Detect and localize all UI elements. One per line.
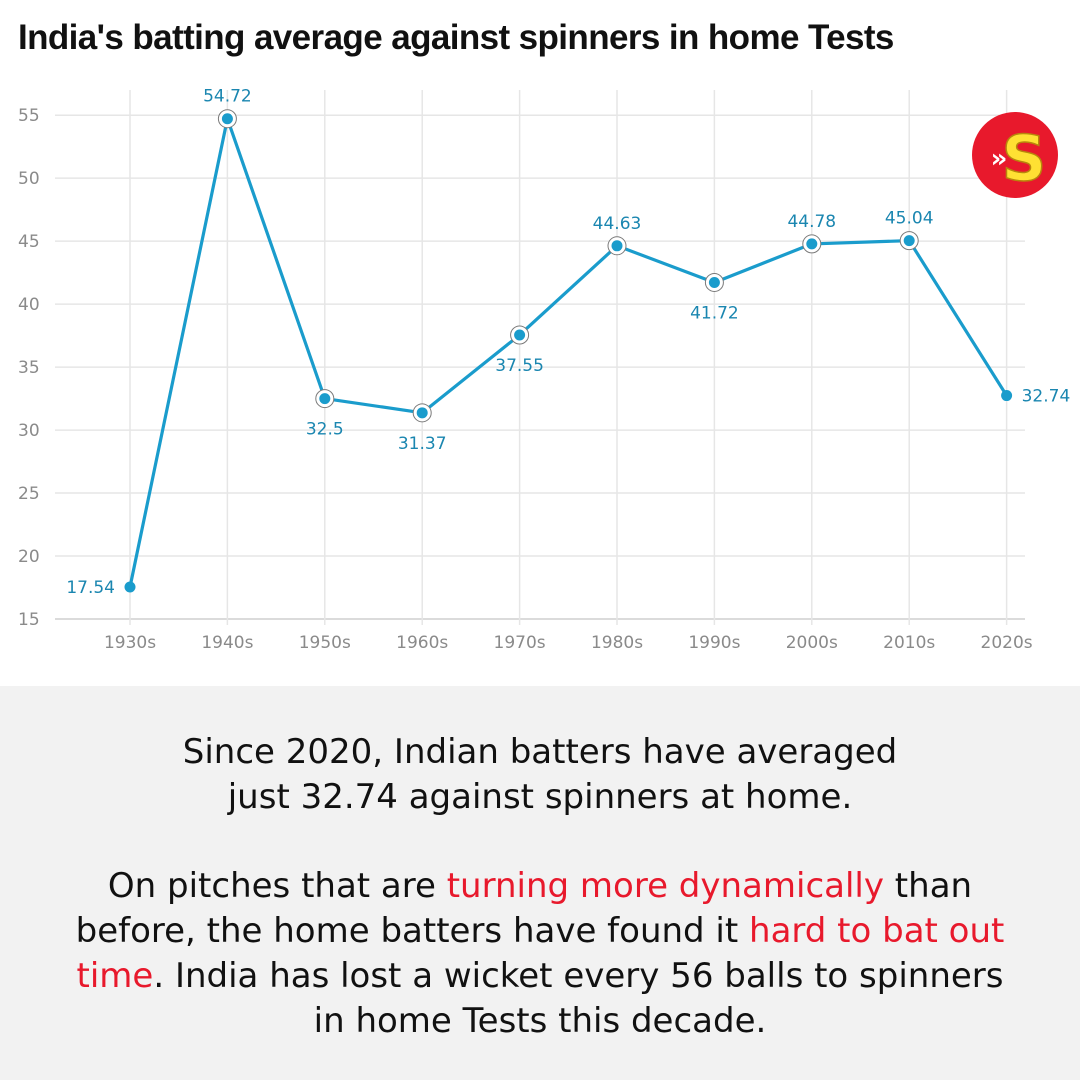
y-tick-label: 55: [18, 106, 40, 126]
y-tick-label: 15: [18, 610, 40, 630]
caption-text: . India has lost a wicket every 56 balls…: [153, 956, 1004, 1041]
y-tick-label: 30: [18, 421, 40, 441]
data-point: [1001, 390, 1013, 402]
x-tick-label: 1980s: [591, 633, 643, 653]
data-point: [611, 240, 623, 252]
caption-paragraph-2: On pitches that are turning more dynamic…: [60, 864, 1020, 1044]
caption-text: On pitches that are: [107, 866, 447, 906]
data-point: [806, 238, 818, 250]
logo-chevrons: »: [991, 144, 1008, 174]
data-label: 44.63: [593, 214, 642, 234]
x-tick-label: 2000s: [786, 633, 838, 653]
data-label: 32.5: [306, 420, 344, 440]
x-tick-label: 1960s: [396, 633, 448, 653]
caption-text: than before, the home batters have found…: [75, 866, 973, 951]
logo-circle: [972, 112, 1058, 198]
x-tick-label: 1990s: [688, 633, 740, 653]
data-point: [903, 235, 915, 247]
data-label: 32.74: [1022, 387, 1071, 407]
data-points: [124, 109, 1013, 593]
y-tick-label: 20: [18, 547, 40, 567]
data-label: 37.55: [495, 356, 544, 376]
y-tick-label: 45: [18, 232, 40, 252]
y-tick-label: 25: [18, 484, 40, 504]
line-chart: 15 20 25 30 35 40 45 50 55 1930s 1940s 1950s 1960s 19…: [18, 87, 1070, 653]
caption-paragraph-1: Since 2020, Indian batters have averaged…: [182, 732, 898, 817]
series-line: [128, 117, 1009, 589]
caption-highlight: hard to bat out time: [76, 911, 1005, 996]
caption-panel: Since 2020, Indian batters have averaged…: [0, 686, 1080, 1080]
data-label: 45.04: [885, 209, 934, 229]
data-point: [124, 581, 136, 593]
y-tick-label: 35: [18, 358, 40, 378]
x-tick-label: 2020s: [981, 633, 1033, 653]
data-label: 41.72: [690, 303, 739, 323]
data-point: [221, 113, 233, 125]
axis-labels: 15 20 25 30 35 40 45 50 55 1930s 1940s 1950s 1960s 19…: [18, 106, 1033, 653]
x-tick-label: 1970s: [494, 633, 546, 653]
series-line-layer: [128, 117, 1009, 589]
logo-letter: S: [1002, 122, 1047, 195]
x-tick-label: 1940s: [201, 633, 253, 653]
data-label: 54.72: [203, 87, 252, 107]
chart-title: India's batting average against spinners…: [18, 18, 894, 57]
y-tick-label: 50: [18, 169, 40, 189]
data-point: [319, 393, 331, 405]
caption-highlight: turning more dynamically: [446, 866, 884, 906]
data-point: [514, 329, 526, 341]
data-point: [708, 276, 720, 288]
y-tick-label: 40: [18, 295, 40, 315]
data-label: 17.54: [66, 578, 115, 598]
x-tick-label: 2010s: [883, 633, 935, 653]
x-tick-label: 1950s: [299, 633, 351, 653]
data-label: 31.37: [398, 434, 447, 454]
data-labels: 17.54 54.72 32.5 31.37 37.55 44.63 41.72 44.78 4…: [66, 87, 1070, 598]
x-tick-label: 1930s: [104, 633, 156, 653]
data-point: [416, 407, 428, 419]
brand-logo: » S: [972, 112, 1058, 198]
data-label: 44.78: [787, 212, 836, 232]
